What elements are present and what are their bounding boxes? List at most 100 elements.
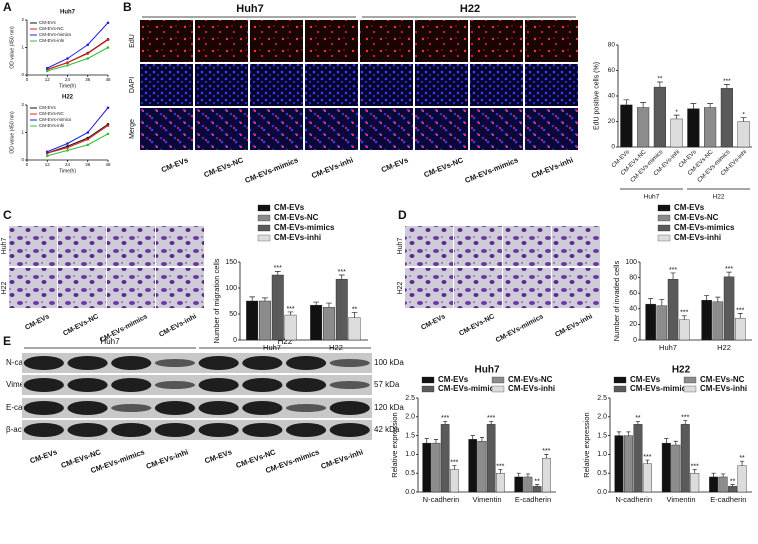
column-label: CM-EVs-NC [62, 313, 100, 337]
significance: *** [274, 265, 282, 272]
y-tick-label: 0.0 [597, 489, 607, 496]
legend-swatch [421, 385, 435, 393]
legend-label: CM-EVs-NC [700, 375, 745, 384]
legend-label: CM-EVs-mimics [274, 223, 335, 232]
significance: *** [643, 454, 651, 461]
legend-label: CM-EVs-inhi [674, 233, 721, 242]
series-line [47, 133, 109, 157]
point [106, 124, 110, 127]
protein-label: β-actin [6, 425, 30, 434]
micrograph [552, 268, 600, 308]
blot-band [242, 356, 283, 370]
micrograph [140, 64, 193, 106]
error-bar [673, 114, 680, 119]
legend-label: CM-EVs-inhi [508, 384, 555, 393]
legend-label: CM-EVs [39, 105, 56, 110]
micrograph [250, 64, 303, 106]
y-tick-label: 1 [21, 45, 24, 50]
micrograph [552, 226, 600, 266]
error-bar [720, 473, 726, 477]
protein-label: N-cad [6, 358, 27, 367]
micrograph [525, 20, 578, 62]
blot-band [67, 401, 108, 415]
bar [486, 424, 496, 493]
column-label: CM-EVs-NC [202, 155, 245, 179]
bar [335, 278, 348, 341]
micrograph [9, 268, 57, 308]
bar [514, 476, 524, 493]
legend-label: CM-EVs [438, 375, 469, 384]
error-bar [648, 298, 654, 305]
micrograph [360, 108, 413, 150]
significance: *** [286, 306, 294, 313]
x-tick-label: N-cadherin [615, 495, 652, 504]
error-bar [313, 301, 320, 306]
error-bar [640, 102, 647, 108]
significance: ** [730, 478, 736, 485]
group-label: H22 [713, 194, 725, 201]
y-tick-label: 0 [21, 72, 24, 77]
x-tick-label: 0 [26, 162, 29, 167]
column-label: CM-EVs-mimics [244, 155, 300, 185]
y-tick-label: 0 [611, 144, 615, 151]
micrograph [107, 268, 155, 308]
column-label: CM-EVs-NC [458, 313, 496, 337]
column-label: CM-EVs-mimics [464, 155, 520, 185]
blot-band [242, 423, 283, 437]
error-bar [730, 484, 735, 487]
significance: *** [487, 415, 495, 422]
bar [284, 314, 297, 341]
significance: *** [338, 269, 346, 276]
bar [633, 424, 643, 493]
row-label: Merge [129, 119, 136, 139]
column-label: CM-EVs [380, 155, 410, 174]
series-line [47, 125, 109, 154]
bar [723, 276, 735, 341]
y-tick-label: 2.5 [405, 395, 415, 402]
micrograph [405, 226, 453, 266]
legend-label: CM-EVs-NC [508, 375, 553, 384]
error-bar [739, 460, 745, 466]
error-bar [479, 437, 485, 442]
x-tick-label: 24 [65, 162, 71, 167]
x-tick-label: 48 [105, 162, 111, 167]
bar [620, 104, 633, 148]
legend-swatch [491, 376, 505, 384]
point [45, 150, 49, 154]
error-bar [351, 312, 358, 318]
point [66, 57, 69, 60]
micrograph [58, 226, 106, 266]
panel-letter: E [3, 334, 11, 348]
protein-label: E-cad [6, 403, 27, 412]
blot-band [285, 356, 327, 370]
size-label: 42 kDa [374, 425, 400, 434]
group-label: Huh7 [644, 194, 660, 201]
significance: ** [635, 415, 641, 422]
panel-letter: A [3, 0, 12, 14]
micrograph [360, 64, 413, 106]
legend-label: CM-EVs-mimics [39, 32, 72, 37]
significance: *** [441, 415, 449, 422]
error-bar [704, 295, 710, 301]
legend-swatch [613, 376, 627, 384]
y-axis-label: Relative expression [582, 412, 591, 477]
micrograph [405, 268, 453, 308]
x-tick-label: 24 [65, 77, 71, 82]
row-label: EdU [129, 34, 136, 48]
legend-swatch [421, 376, 435, 384]
y-tick-label: 1.5 [597, 432, 607, 439]
error-bar [616, 431, 622, 436]
blot-band [329, 401, 370, 415]
legend-label: CM-EVs-inhi [39, 38, 64, 43]
point [45, 154, 49, 158]
y-tick-label: 2.0 [405, 414, 415, 421]
x-tick-label: 0 [26, 77, 29, 82]
blot-band [23, 356, 64, 370]
lane-label: CM-EVs [203, 447, 233, 465]
micrograph [470, 64, 523, 106]
legend-label: CM-EVs-mimics [630, 384, 691, 393]
significance: * [675, 109, 678, 116]
significance: * [742, 111, 745, 118]
blot-band [329, 423, 370, 437]
error-bar [707, 103, 714, 108]
